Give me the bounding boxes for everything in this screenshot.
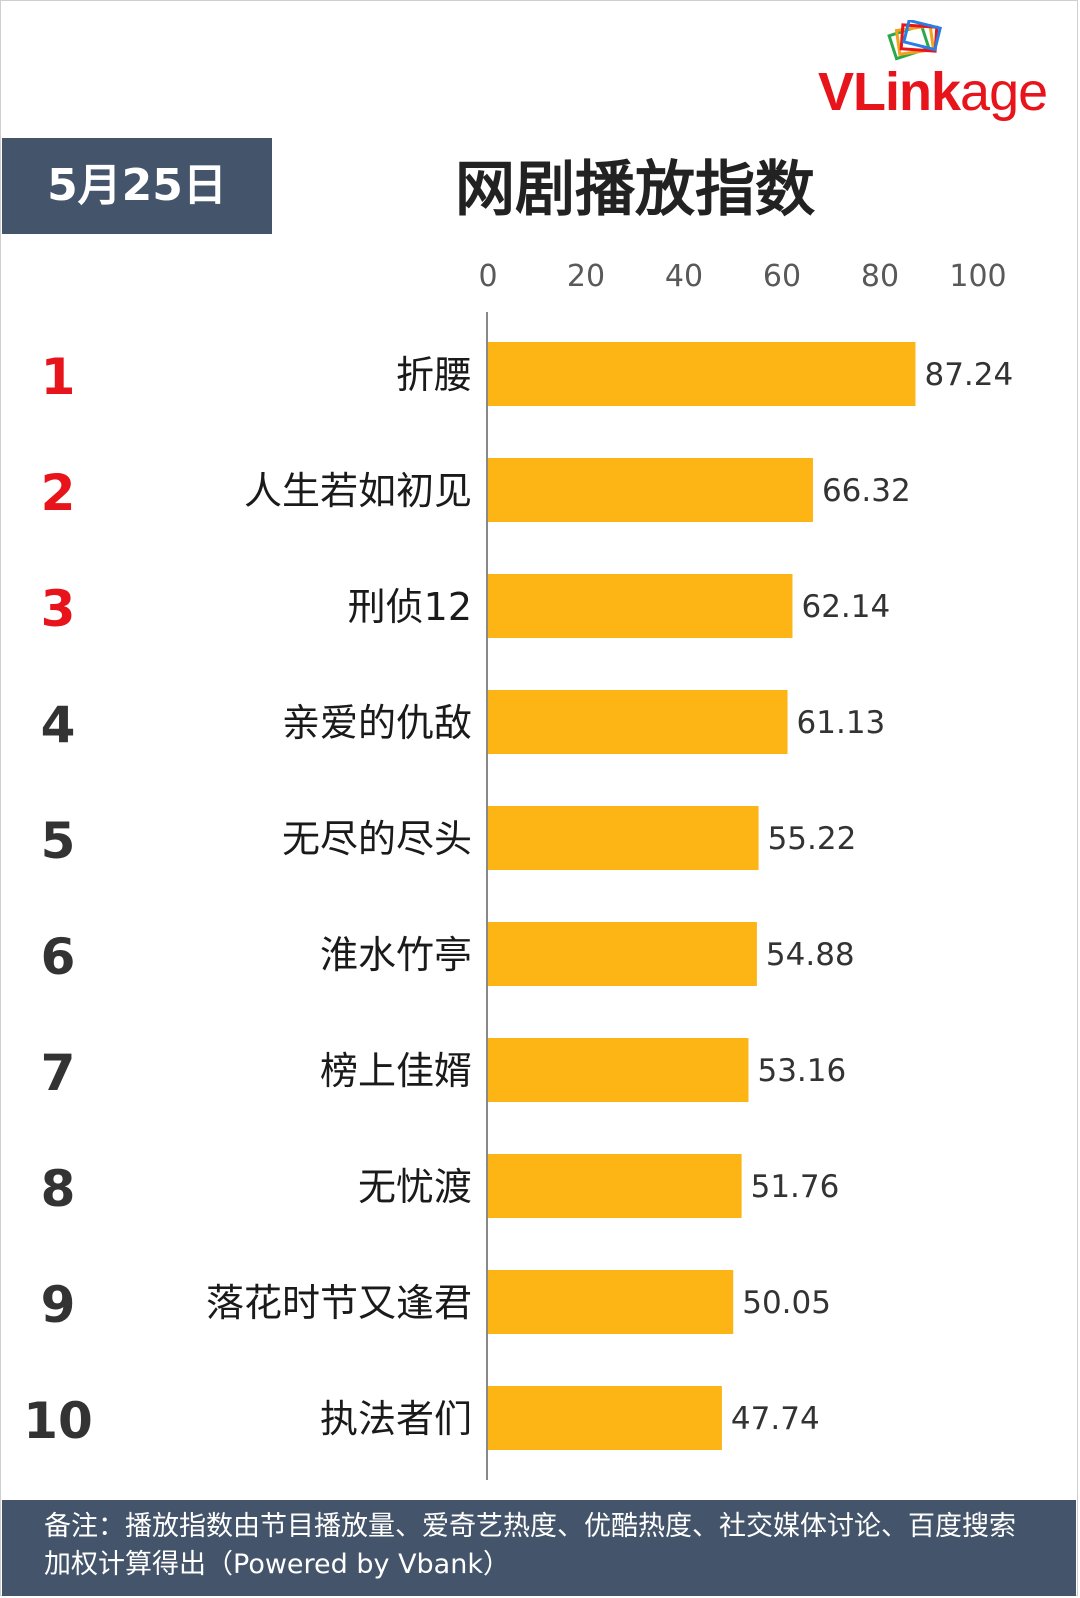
data-label: 51.76 [751,1169,840,1205]
logo-cards-icon [887,20,943,61]
x-tick-label: 20 [567,259,605,294]
rank-number: 5 [41,812,76,870]
rank-number: 8 [41,1160,76,1218]
category-label: 无忧渡 [358,1165,472,1209]
bar [488,458,813,522]
rank-number: 3 [41,580,76,638]
data-label: 61.13 [797,705,886,741]
logo-wordmark: VLinkage [818,62,1048,122]
category-label: 刑侦12 [348,585,472,629]
category-label: 落花时节又逢君 [206,1281,472,1325]
data-label: 50.05 [742,1285,831,1321]
footer-note: 备注：播放指数由节目播放量、爱奇艺热度、优酷热度、社交媒体讨论、百度搜索加权计算… [2,1500,1076,1596]
bar [488,1386,722,1450]
category-label: 折腰 [396,353,472,397]
logo-text-rest: age [960,62,1048,122]
category-label: 亲爱的仇敌 [282,701,472,745]
data-label: 47.74 [731,1401,820,1437]
data-label: 62.14 [801,589,890,625]
bar [488,342,916,406]
logo-text-bold: VLink [818,62,961,122]
chart-title: 网剧播放指数 [455,155,815,225]
rank-number: 10 [23,1392,93,1450]
rank-number: 9 [41,1276,76,1334]
rank-number: 6 [41,928,76,986]
data-label: 53.16 [757,1053,846,1089]
category-label: 人生若如初见 [244,469,472,513]
rank-number: 2 [41,464,76,522]
x-tick-label: 40 [665,259,703,294]
x-tick-label: 0 [478,259,497,294]
category-label: 淮水竹亭 [320,933,472,977]
vlinkage-logo: VLinkage [818,20,1068,122]
category-label: 执法者们 [320,1397,472,1441]
data-label: 87.24 [924,357,1013,393]
x-tick-label: 60 [763,259,801,294]
rank-number: 4 [41,696,76,754]
rank-number: 7 [41,1044,76,1102]
bar-chart: 0 20 40 60 80 100 87.24 折腰 1 66.32 人生若如初见 2 62.14 刑侦1… [23,259,1013,1480]
category-label: 榜上佳婿 [320,1049,472,1093]
data-label: 66.32 [822,473,911,509]
bar [488,690,788,754]
bar [488,574,793,638]
x-tick-label: 80 [861,259,899,294]
bar [488,1270,734,1334]
rank-number: 1 [41,348,76,406]
bar [488,806,759,870]
category-label: 无尽的尽头 [282,817,472,861]
x-tick-label: 100 [949,259,1006,294]
bar [488,1038,749,1102]
data-label: 55.22 [768,821,857,857]
bar [488,922,757,986]
data-label: 54.88 [766,937,855,973]
date-badge: 5月25日 [2,138,272,234]
bar [488,1154,742,1218]
